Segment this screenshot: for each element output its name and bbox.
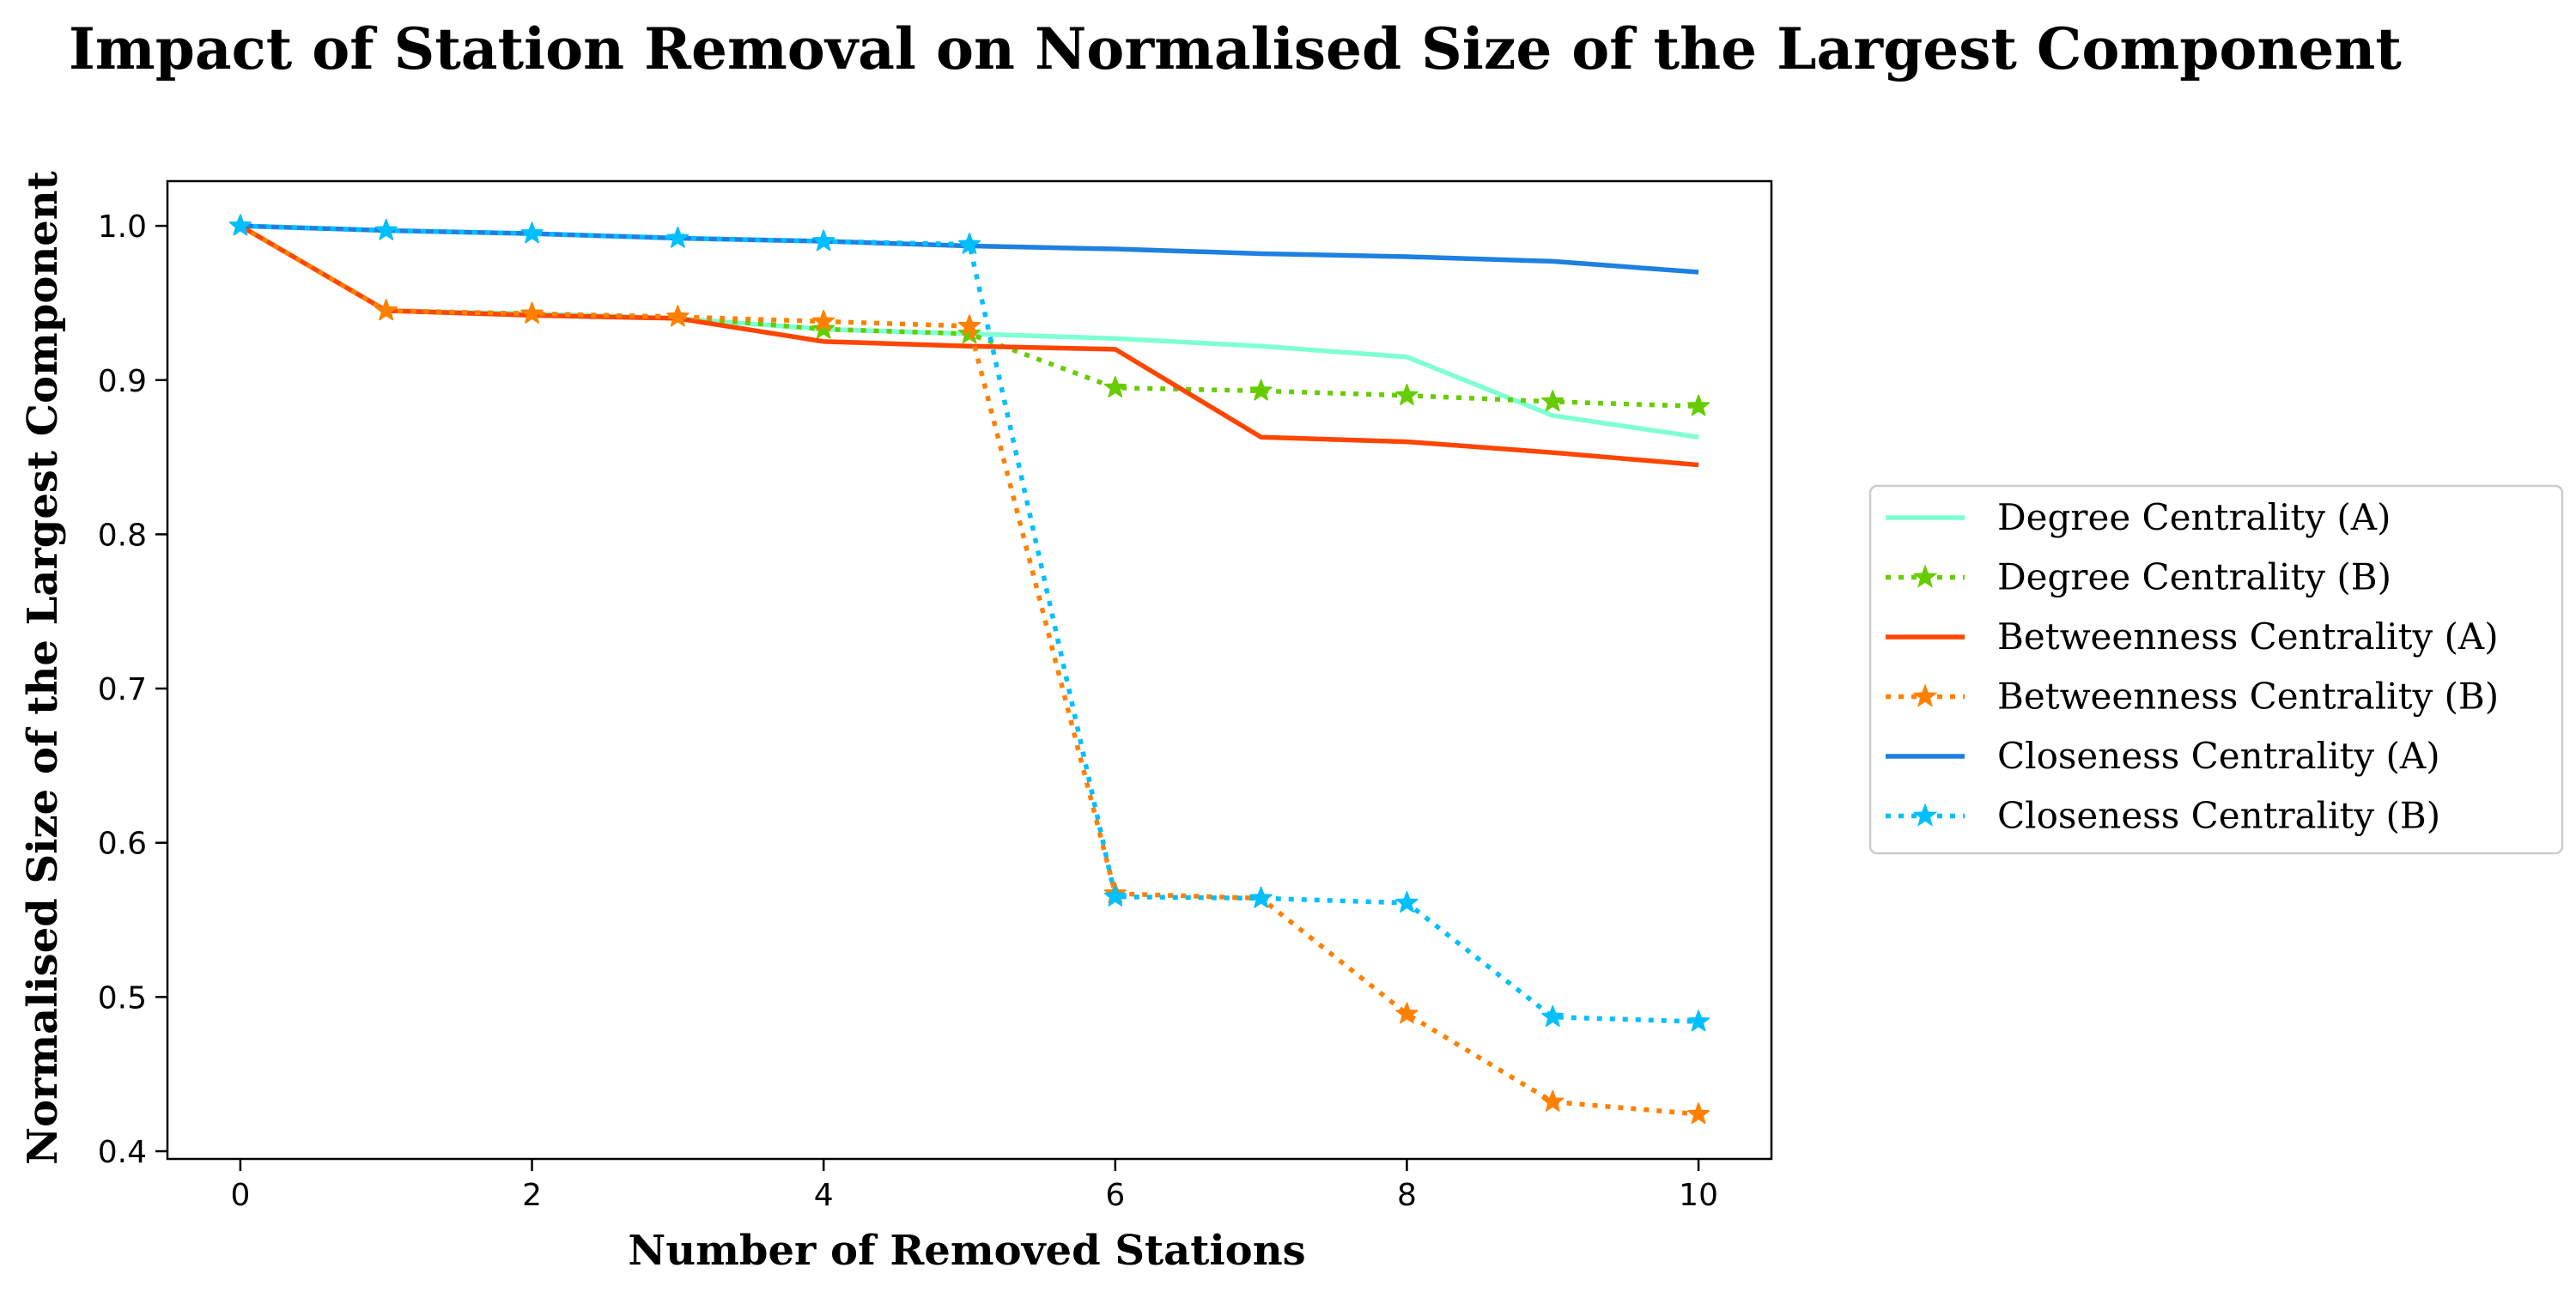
data-point bbox=[1103, 375, 1127, 397]
chart-title: Impact of Station Removal on Normalised … bbox=[69, 15, 2402, 82]
legend-item: Degree Centrality (B) bbox=[1886, 556, 2391, 598]
y-tick-label: 1.0 bbox=[98, 209, 147, 245]
legend-item: Betweenness Centrality (B) bbox=[1886, 676, 2499, 718]
legend-marker bbox=[1912, 564, 1938, 588]
data-point bbox=[957, 322, 981, 344]
data-point bbox=[1686, 1010, 1710, 1032]
y-axis: 0.4 0.5 0.6 0.7 0.8 0.9 1.0 bbox=[98, 209, 167, 1170]
x-tick-label: 8 bbox=[1397, 1178, 1417, 1213]
data-point bbox=[520, 221, 544, 244]
series-closeness-centrality-b bbox=[228, 214, 1710, 1032]
y-axis-label: Normalised Size of the Largest Component bbox=[19, 171, 67, 1165]
data-point bbox=[1541, 1004, 1564, 1027]
legend-label: Betweenness Centrality (B) bbox=[1997, 676, 2499, 718]
legend-label: Closeness Centrality (B) bbox=[1997, 795, 2440, 837]
legend-label: Closeness Centrality (A) bbox=[1997, 735, 2440, 777]
data-point bbox=[520, 301, 544, 324]
data-point bbox=[812, 229, 835, 252]
legend-label: Degree Centrality (A) bbox=[1997, 496, 2391, 538]
x-tick-label: 10 bbox=[1679, 1178, 1718, 1213]
data-point bbox=[666, 305, 690, 327]
data-point bbox=[1395, 1002, 1419, 1024]
plot-area: 0 2 4 6 8 10 0.4 0.5 0.6 0.7 0.8 0.9 1.0 bbox=[98, 179, 1773, 1213]
y-tick-label: 0.8 bbox=[98, 518, 147, 553]
legend-item: Closeness Centrality (A) bbox=[1886, 735, 2440, 777]
data-point bbox=[957, 314, 981, 337]
x-axis: 0 2 4 6 8 10 bbox=[230, 1159, 1718, 1213]
legend-marker bbox=[1912, 683, 1938, 707]
legend-marker bbox=[1912, 803, 1938, 827]
legend-label: Betweenness Centrality (A) bbox=[1997, 616, 2499, 658]
data-point bbox=[1249, 379, 1273, 401]
y-tick-label: 0.7 bbox=[98, 672, 147, 707]
series-line bbox=[239, 223, 1699, 468]
y-tick-label: 0.4 bbox=[98, 1135, 147, 1170]
data-point bbox=[957, 232, 981, 254]
legend-box bbox=[1868, 484, 2564, 855]
data-point bbox=[1686, 394, 1710, 416]
data-point bbox=[1395, 891, 1419, 913]
data-point bbox=[1686, 1102, 1710, 1125]
x-tick-label: 2 bbox=[522, 1178, 542, 1213]
series-betweenness-centrality-a bbox=[239, 223, 1699, 468]
legend-item: Closeness Centrality (B) bbox=[1886, 795, 2440, 837]
x-axis-label: Number of Removed Stations bbox=[628, 1227, 1305, 1275]
legend-label: Degree Centrality (B) bbox=[1997, 556, 2391, 598]
y-tick-label: 0.9 bbox=[98, 364, 147, 399]
data-point bbox=[228, 214, 252, 236]
data-point bbox=[1541, 1089, 1564, 1112]
data-point bbox=[1395, 383, 1419, 405]
series-layer bbox=[228, 214, 1710, 1125]
data-point bbox=[1249, 886, 1273, 908]
data-point bbox=[374, 299, 398, 321]
legend: Degree Centrality (A) Degree Centrality (… bbox=[1868, 484, 2564, 855]
data-point bbox=[374, 218, 398, 240]
x-tick-label: 4 bbox=[814, 1178, 834, 1213]
legend-item: Betweenness Centrality (A) bbox=[1886, 616, 2499, 658]
plot-frame bbox=[166, 179, 1773, 1161]
y-tick-label: 0.5 bbox=[98, 980, 147, 1016]
data-point bbox=[666, 226, 690, 248]
data-point bbox=[1541, 390, 1564, 412]
y-tick-label: 0.6 bbox=[98, 827, 147, 862]
legend-item: Degree Centrality (A) bbox=[1886, 496, 2391, 538]
data-point bbox=[812, 309, 835, 331]
x-tick-label: 6 bbox=[1105, 1178, 1125, 1213]
data-point bbox=[1103, 884, 1127, 907]
data-point bbox=[812, 317, 835, 339]
x-tick-label: 0 bbox=[230, 1178, 250, 1213]
